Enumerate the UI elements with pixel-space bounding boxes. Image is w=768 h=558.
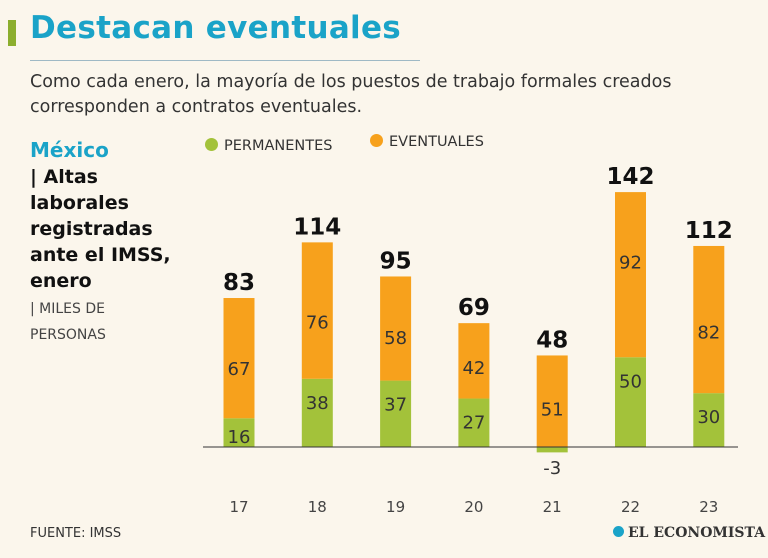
- source-note: FUENTE: IMSS: [30, 526, 122, 541]
- chart-subtitle: Como cada enero, la mayoría de los puest…: [30, 72, 672, 117]
- bar-eventuales-23: [693, 245, 725, 394]
- bar-permanentes-19: [380, 380, 412, 447]
- publisher-logo: EL ECONOMISTA: [613, 525, 765, 541]
- label-permanentes-22: 50: [619, 371, 642, 392]
- label-total-17: 83: [223, 270, 255, 296]
- label-eventuales-21: 51: [541, 400, 564, 421]
- label-permanentes-18: 38: [306, 393, 329, 414]
- label-eventuales-20: 42: [462, 358, 485, 379]
- bar-eventuales-21: [536, 355, 568, 447]
- label-permanentes-17: 16: [228, 427, 251, 448]
- bar-eventuales-19: [380, 276, 412, 381]
- label-permanentes-19: 37: [384, 395, 407, 416]
- bar-permanentes-22: [615, 357, 646, 447]
- tick-label-21: 21: [543, 498, 562, 516]
- label-permanentes-20: 27: [462, 413, 485, 434]
- bar-permanentes-18: [301, 378, 333, 447]
- tick-label-20: 20: [464, 498, 483, 516]
- bar-eventuales-22: [615, 192, 646, 358]
- region-label: México: [30, 138, 109, 162]
- label-eventuales-22: 92: [619, 252, 642, 273]
- label-permanentes-21: -3: [543, 458, 561, 479]
- bar-permanentes-17: [223, 418, 255, 447]
- tick-label-19: 19: [386, 498, 405, 516]
- legend-label-permanentes: PERMANENTES: [224, 138, 333, 154]
- legend-swatch-eventuales: [370, 134, 383, 147]
- bar-eventuales-20: [458, 323, 490, 399]
- label-total-20: 69: [458, 295, 490, 321]
- legend-item-eventuales: EVENTUALES: [370, 134, 484, 150]
- bar-permanentes-20: [458, 398, 490, 447]
- label-permanentes-23: 30: [697, 407, 720, 428]
- brand-globe-icon: [613, 526, 624, 537]
- bar-permanentes-23: [693, 393, 725, 447]
- label-eventuales-17: 67: [228, 359, 251, 380]
- tick-label-18: 18: [308, 498, 327, 516]
- legend-label-eventuales: EVENTUALES: [389, 134, 484, 150]
- label-total-18: 114: [293, 214, 341, 240]
- tick-label-23: 23: [699, 498, 718, 516]
- label-total-21: 48: [536, 327, 568, 353]
- series-description: | Altas laborales registradas ante el IM…: [30, 166, 171, 292]
- label-total-23: 112: [685, 218, 733, 244]
- label-eventuales-19: 58: [384, 328, 407, 349]
- label-total-19: 95: [380, 248, 412, 274]
- legend-swatch-permanentes: [205, 138, 218, 151]
- legend-item-permanentes: PERMANENTES: [205, 138, 333, 154]
- label-eventuales-23: 82: [697, 322, 720, 343]
- label-total-22: 142: [606, 164, 654, 190]
- label-eventuales-18: 76: [306, 312, 329, 333]
- title-divider: [30, 60, 420, 61]
- publisher-name: EL ECONOMISTA: [628, 525, 766, 541]
- tick-label-22: 22: [621, 498, 640, 516]
- bar-eventuales-17: [223, 298, 255, 419]
- title-accent-bar: [8, 20, 16, 46]
- bar-permanentes-21: [536, 447, 568, 453]
- unit-label: | MILES DE PERSONAS: [30, 301, 106, 343]
- side-panel: México | Altas laborales registradas ant…: [30, 138, 180, 348]
- tick-label-17: 17: [229, 498, 248, 516]
- bar-eventuales-18: [301, 242, 333, 379]
- chart-title: Destacan eventuales: [30, 10, 402, 46]
